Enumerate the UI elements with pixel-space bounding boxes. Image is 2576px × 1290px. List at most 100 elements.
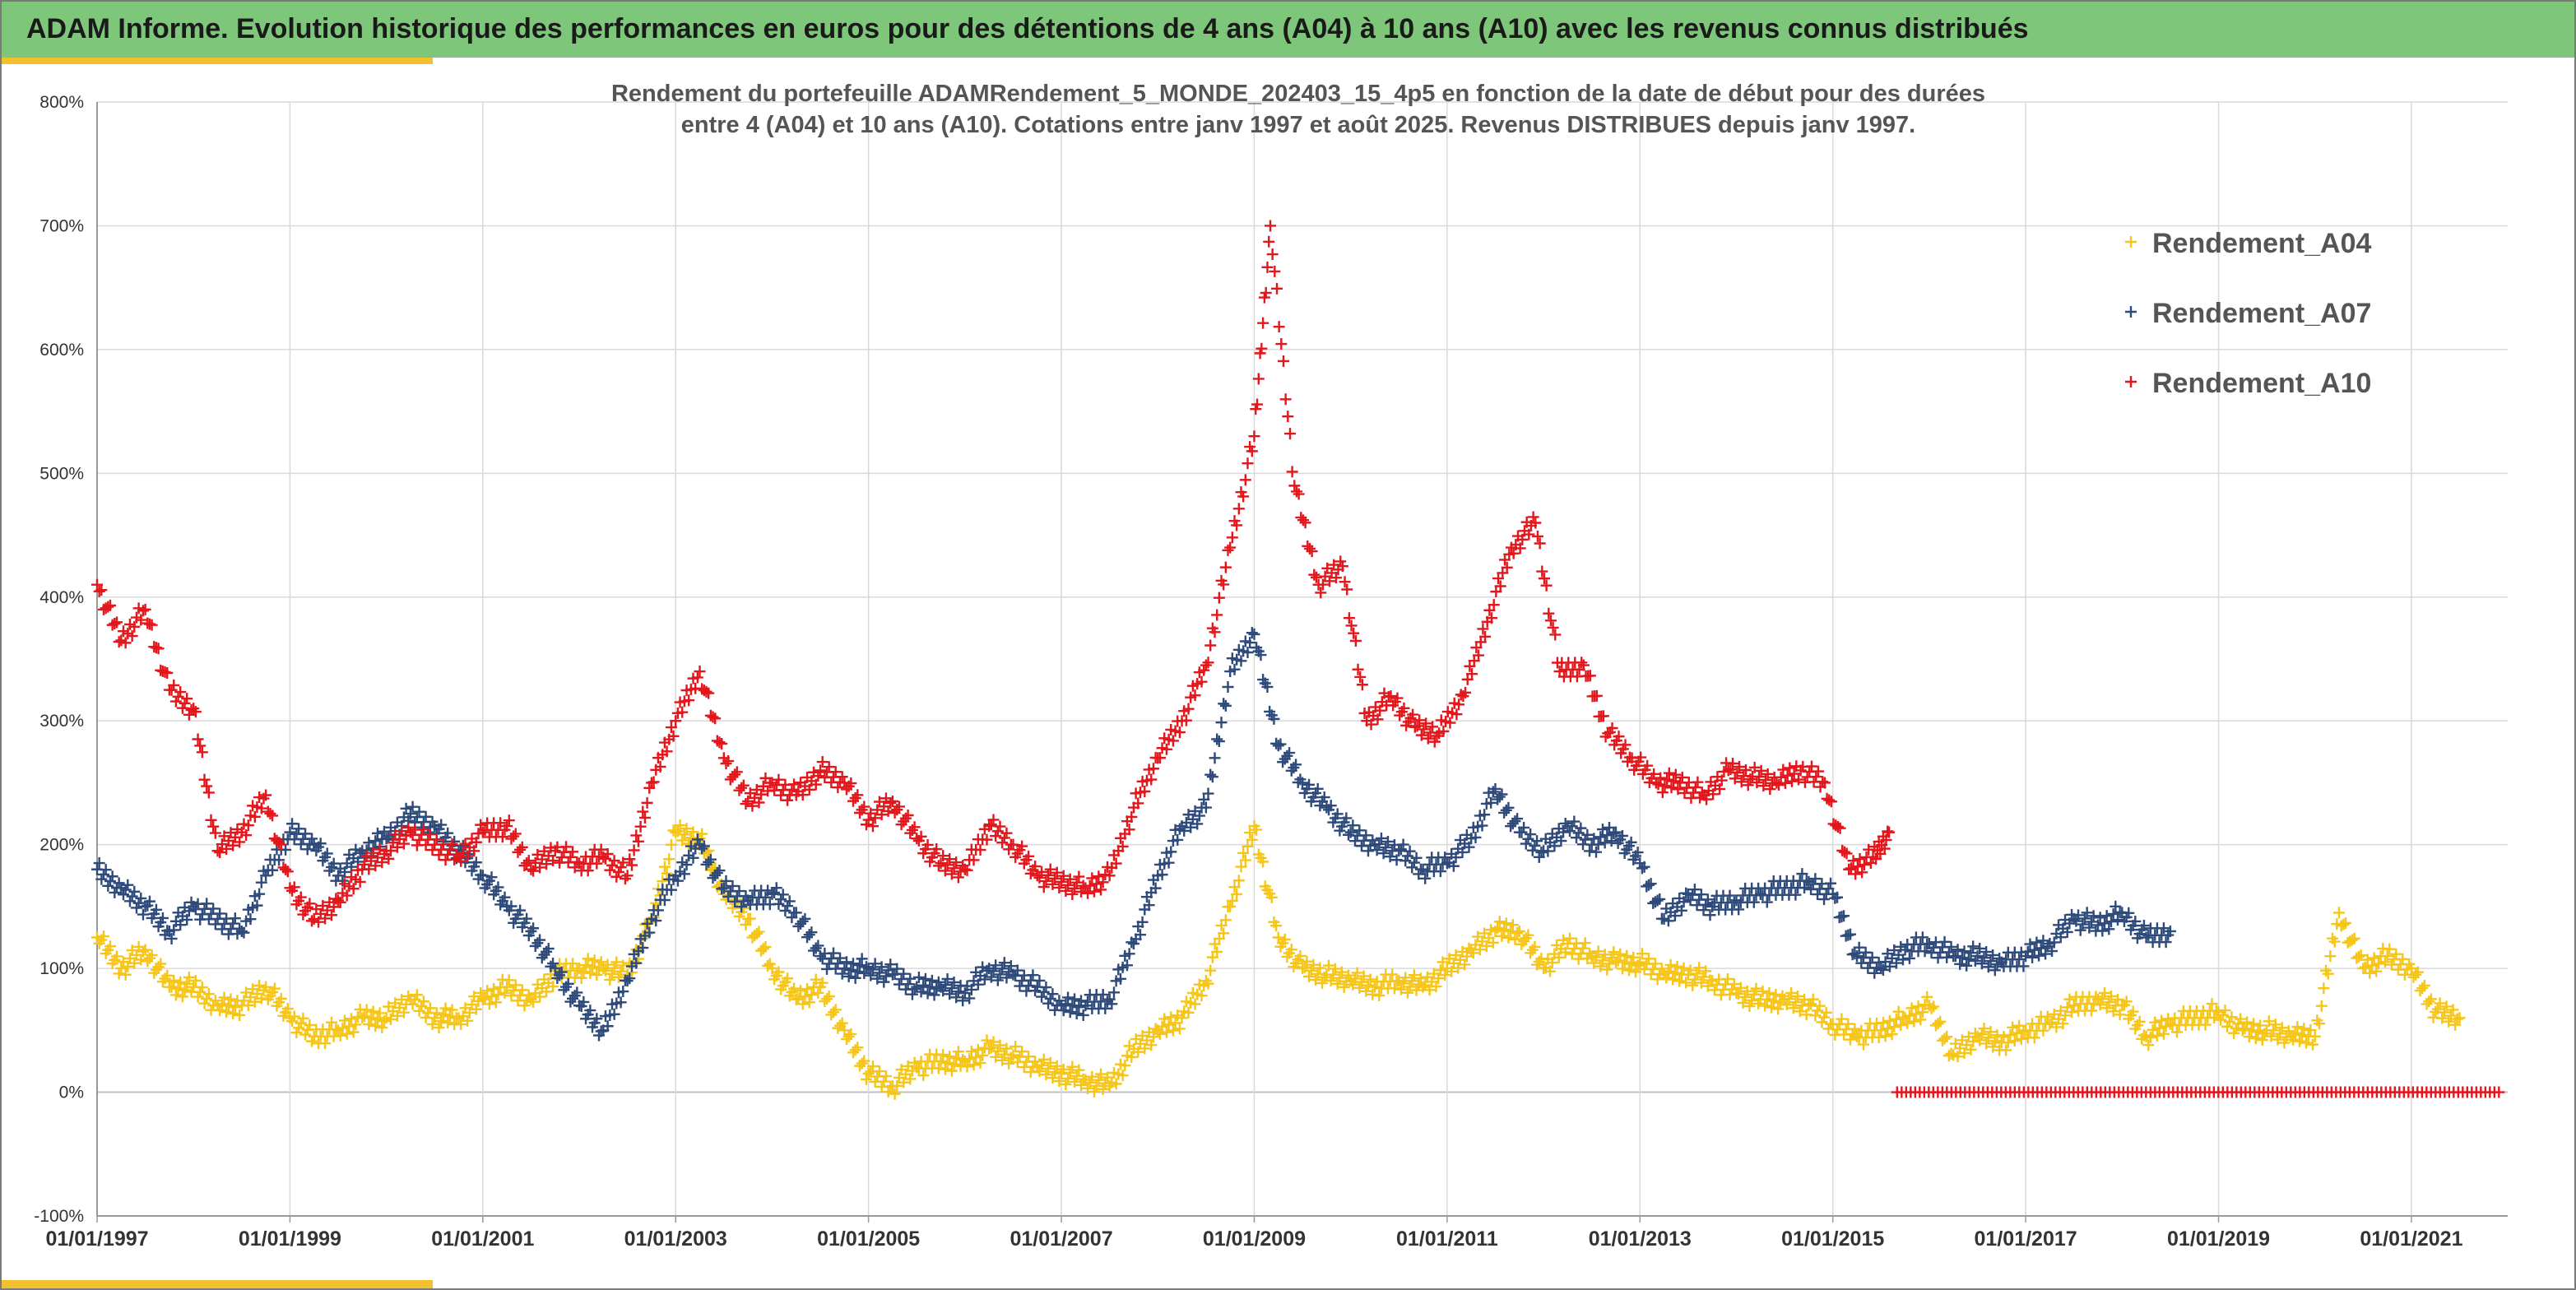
data-point (647, 776, 660, 788)
data-point (1323, 959, 1335, 972)
data-point (1998, 1031, 2010, 1043)
data-point (972, 1043, 984, 1056)
data-point (301, 843, 313, 856)
data-point (1849, 948, 1861, 960)
data-point (2111, 914, 2123, 926)
data-point (547, 981, 559, 993)
data-point (720, 875, 732, 887)
data-point (1991, 1029, 2003, 1042)
data-point (1114, 972, 1126, 985)
data-point (122, 960, 134, 972)
data-point (1542, 845, 1554, 857)
data-point (849, 1044, 861, 1056)
data-point (1529, 517, 1542, 529)
data-point (1890, 957, 1902, 969)
data-point (941, 972, 954, 985)
data-point (1879, 1030, 1891, 1042)
data-point (1868, 967, 1881, 979)
data-point (2318, 982, 2330, 995)
data-point (1277, 355, 1289, 367)
data-point (1116, 840, 1129, 852)
data-point (137, 908, 149, 921)
data-point (181, 977, 193, 990)
data-point (2361, 954, 2374, 966)
data-point (1231, 888, 1243, 900)
data-point (156, 912, 169, 924)
data-point (852, 1042, 864, 1054)
data-point (1803, 1000, 1815, 1012)
data-point (904, 972, 917, 985)
banner-title: ADAM Informe. Evolution historique des p… (26, 13, 2029, 44)
data-point (1228, 881, 1241, 893)
data-point (1594, 960, 1607, 972)
data-point (1437, 956, 1449, 968)
data-point (1564, 932, 1576, 944)
data-point (549, 963, 561, 975)
data-point (902, 809, 914, 821)
data-point (873, 1065, 885, 1078)
data-point (591, 1013, 603, 1025)
data-point (2307, 1038, 2319, 1051)
data-point (981, 1034, 993, 1046)
data-point (255, 992, 267, 1005)
data-point (821, 993, 833, 1005)
data-point (1345, 619, 1358, 632)
data-point (2140, 931, 2152, 944)
data-point (202, 988, 215, 1000)
data-point (1069, 882, 1081, 894)
data-point (2309, 1030, 2321, 1042)
data-point (1796, 868, 1808, 880)
legend-label: Rendement_A10 (2152, 368, 2371, 399)
data-point (1255, 649, 1267, 661)
data-point (1575, 822, 1587, 834)
data-point (862, 814, 875, 826)
data-point (1605, 835, 1618, 847)
data-point (1850, 868, 1862, 880)
data-point (406, 800, 419, 813)
data-point (1044, 1056, 1056, 1069)
data-point (1062, 991, 1074, 1004)
data-point (832, 782, 844, 794)
data-point (485, 871, 498, 884)
data-point (374, 1007, 386, 1019)
data-point (2449, 1019, 2462, 1031)
data-point (119, 637, 132, 649)
data-point (970, 1051, 982, 1064)
data-point (1222, 681, 1234, 693)
data-point (443, 1010, 456, 1023)
data-point (1476, 819, 1488, 832)
data-point (2007, 1021, 2019, 1033)
data-point (1592, 838, 1604, 851)
data-point (2079, 912, 2091, 925)
data-point (1590, 951, 1603, 963)
data-point (1134, 929, 1146, 941)
data-point (1842, 1018, 1854, 1030)
data-point (293, 823, 305, 835)
data-point (462, 1014, 474, 1027)
data-point (1373, 990, 1385, 1002)
data-point (168, 679, 180, 691)
data-point (1066, 888, 1079, 900)
data-point (1693, 962, 1706, 974)
data-point (1274, 738, 1287, 750)
data-point (720, 758, 732, 770)
data-point (1761, 896, 1773, 908)
data-point (194, 740, 207, 752)
data-point (1667, 973, 1679, 986)
data-point (963, 1053, 976, 1065)
data-point (1676, 771, 1688, 783)
data-point (1093, 1074, 1105, 1086)
data-point (1980, 945, 1993, 958)
data-point (534, 934, 546, 946)
data-point (1616, 963, 1628, 975)
data-point (1349, 972, 1361, 985)
data-point (931, 843, 943, 856)
data-point (1149, 882, 1162, 894)
data-point (2103, 996, 2115, 1009)
data-point (880, 1070, 892, 1083)
data-point (1684, 964, 1696, 977)
data-point (591, 968, 603, 981)
data-point (404, 808, 416, 820)
data-point (1781, 769, 1794, 782)
data-point (1042, 869, 1055, 881)
